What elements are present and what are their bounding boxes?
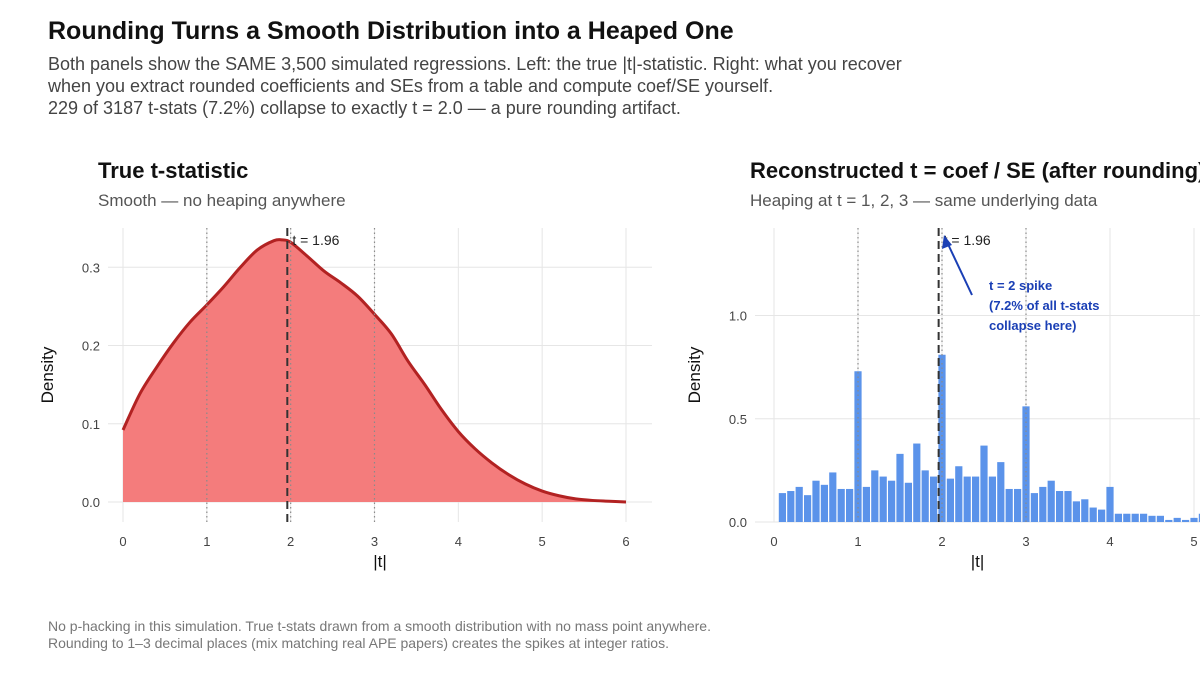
histogram-bar [1056,491,1064,522]
right-xtick-label: 2 [938,534,945,549]
histogram-bar [871,470,879,522]
left-xtick-label: 3 [371,534,378,549]
histogram-bar [795,486,803,522]
left-xtick-label: 4 [455,534,462,549]
histogram-bar [1039,486,1047,522]
histogram-bar [963,476,971,522]
histogram-bar [778,493,786,522]
density-area [123,239,626,502]
left-y-axis-title: Density [38,346,57,403]
histogram-bar [812,480,820,522]
subtitle-line-2: when you extract rounded coefficients an… [48,76,774,96]
histogram-bar [1022,406,1030,522]
histogram-bar [1089,507,1097,522]
density-curve [121,238,627,504]
histogram-bar [1173,517,1181,522]
histogram-bar [1072,501,1080,522]
annotation-text-line: collapse here) [989,318,1076,333]
left-density-chart: 0.0 0.1 0.2 0.3 0 1 2 3 4 5 6 |t| Density t = 1.96 [38,228,652,571]
left-panel-subtitle: Smooth — no heaping anywhere [98,191,346,210]
subtitle-line-1: Both panels show the SAME 3,500 simulate… [48,54,902,74]
histogram-bar [1190,517,1198,522]
histogram-bar [930,476,938,522]
right-ytick-label: 1.0 [729,309,747,324]
right-ytick-label: 0.0 [729,515,747,530]
annotation-arrow-line [946,241,973,296]
right-t196-label: t = 1.96 [944,232,991,248]
histogram-bar [888,480,896,522]
left-ytick-label: 0.3 [82,260,100,275]
histogram-bar [1014,488,1022,522]
histogram-bar [1140,513,1148,522]
right-ytick-label: 0.5 [729,412,747,427]
histogram-bar [1098,509,1106,522]
histogram-bar [955,466,963,522]
right-panel-title: Reconstructed t = coef / SE (after round… [750,158,1200,183]
histogram-bar [946,478,954,522]
right-xtick-label: 0 [770,534,777,549]
right-xtick-label: 1 [854,534,861,549]
histogram-bar [1156,515,1164,522]
histogram-bar [921,470,929,522]
annotation-text-line: (7.2% of all t-stats [989,298,1100,313]
histogram-bar [1064,491,1072,522]
histogram-bar [997,462,1005,522]
right-xtick-label: 5 [1190,534,1197,549]
caption-line-2: Rounding to 1–3 decimal places (mix matc… [48,635,669,651]
histogram-bar [1047,480,1055,522]
histogram-bar [1081,499,1089,522]
annotation-arrow-head [942,235,952,249]
histogram-bar [980,445,988,522]
histogram-bar [1148,515,1156,522]
left-ytick-label: 0.1 [82,417,100,432]
left-xtick-label: 2 [287,534,294,549]
right-xtick-label: 4 [1106,534,1113,549]
histogram-bar [913,443,921,522]
histogram-bar [972,476,980,522]
histogram-bar [1030,493,1038,522]
left-x-axis-title: |t| [373,552,387,571]
right-histogram-chart: 0.0 0.5 1.0 0 1 2 3 4 5 |t| Density t = 1.96 t = 2 s… [685,228,1200,571]
left-xtick-label: 5 [539,534,546,549]
left-xtick-label: 1 [203,534,210,549]
histogram-bar [1123,513,1131,522]
histogram-bar [904,482,912,522]
histogram-bar [829,472,837,522]
histogram-bar [1131,513,1139,522]
histogram-bar [1198,513,1200,522]
left-ytick-label: 0.0 [82,495,100,510]
histogram-bar [820,484,828,522]
left-t196-label: t = 1.96 [292,232,339,248]
annotation-text-line: t = 2 spike [989,278,1052,293]
right-xtick-label: 3 [1022,534,1029,549]
histogram-bar [862,486,870,522]
histogram-bar [837,488,845,522]
left-xtick-label: 0 [119,534,126,549]
histogram-bar [846,488,854,522]
subtitle-line-3: 229 of 3187 t-stats (7.2%) collapse to e… [48,98,681,118]
histogram-bar [988,476,996,522]
histogram-bar [804,495,812,522]
page-title: Rounding Turns a Smooth Distribution int… [48,17,734,45]
left-xtick-label: 6 [622,534,629,549]
right-y-axis-title: Density [685,346,704,403]
histogram-bar [879,476,887,522]
left-ytick-label: 0.2 [82,339,100,354]
caption-line-1: No p-hacking in this simulation. True t-… [48,618,711,634]
histogram-bar [1114,513,1122,522]
histogram-bar [938,354,946,522]
histogram-bar [854,371,862,522]
left-panel-title: True t-statistic [98,158,249,183]
histogram-bar [787,491,795,522]
right-x-axis-title: |t| [971,552,985,571]
histogram-bar [1005,488,1013,522]
right-panel-subtitle: Heaping at t = 1, 2, 3 — same underlying… [750,191,1098,210]
histogram-bar [1165,519,1173,522]
histogram-bar [896,453,904,522]
histogram-bar [1182,519,1190,522]
histogram-bar [1106,486,1114,522]
